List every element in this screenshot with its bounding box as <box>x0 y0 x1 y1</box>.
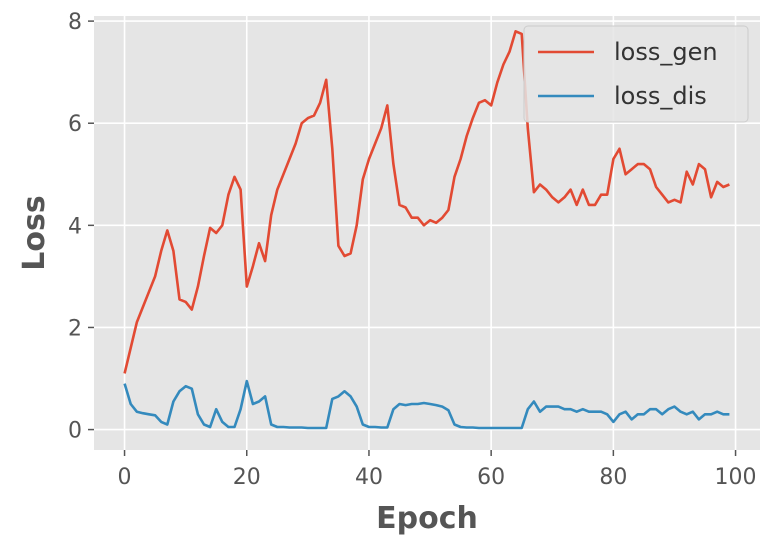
y-tick-label: 6 <box>68 112 82 137</box>
series-line-loss-dis <box>123 379 730 430</box>
y-tick-label: 8 <box>68 10 82 35</box>
y-axis-title: Loss <box>17 195 52 270</box>
legend-label: loss_gen <box>614 38 718 66</box>
x-axis-title: Epoch <box>376 501 478 536</box>
x-tick-label: 60 <box>477 465 505 490</box>
x-tick-label: 0 <box>118 465 132 490</box>
grid-lines <box>94 16 760 450</box>
axis-ticks: 0 20 40 60 80 100 0 2 4 6 8 <box>68 10 757 490</box>
series-line-loss-gen <box>123 29 730 374</box>
x-tick-label: 40 <box>355 465 383 490</box>
x-tick-label: 100 <box>715 465 757 490</box>
legend-label: loss_dis <box>614 82 707 110</box>
y-tick-label: 2 <box>68 316 82 341</box>
legend-box <box>523 25 749 123</box>
y-tick-label: 4 <box>68 214 82 239</box>
legend: loss_gen loss_dis <box>523 25 749 123</box>
series-lines <box>123 29 730 430</box>
x-tick-label: 20 <box>233 465 261 490</box>
y-tick-label: 0 <box>68 419 82 444</box>
x-tick-label: 80 <box>599 465 627 490</box>
